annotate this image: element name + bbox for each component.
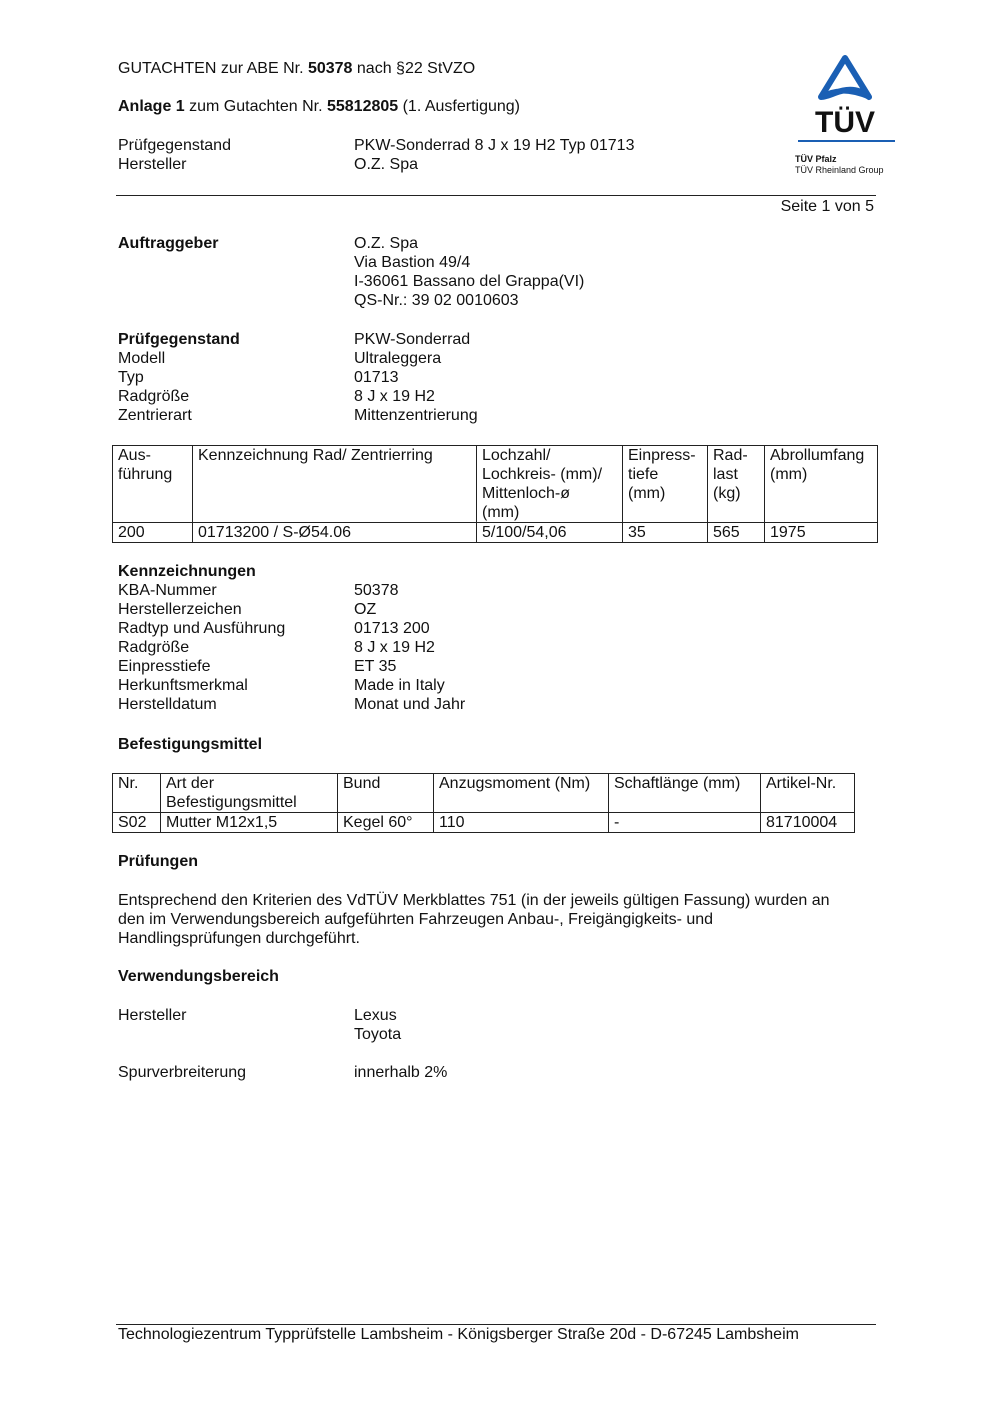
value: 50378 [354,582,399,599]
header-divider [116,195,876,196]
value: PKW-Sonderrad 8 J x 19 H2 Typ 01713 [354,137,635,154]
section-label: Auftraggeber [118,235,219,252]
value: Made in Italy [354,677,445,694]
footer-divider [116,1324,876,1325]
cell: 81710004 [760,812,855,833]
header-line-1: GUTACHTEN zur ABE Nr. 50378 nach §22 StV… [118,60,476,77]
address-line: I-36061 Bassano del Grappa(VI) [354,273,585,290]
label: Herstelldatum [118,696,217,713]
cell: S02 [112,812,161,833]
value: O.Z. Spa [354,156,419,173]
value: Mittenzentrierung [354,407,478,424]
address-line: O.Z. Spa [354,235,419,252]
manufacturer: Lexus [354,1007,397,1024]
value: PKW-Sonderrad [354,331,471,348]
address-line: Via Bastion 49/4 [354,254,471,271]
column-header: Abrollumfang (mm) [764,445,878,523]
value: 8 J x 19 H2 [354,639,435,656]
column-header: Aus- führung [112,445,193,523]
page-number: Seite 1 von 5 [780,198,874,215]
cell: 565 [707,522,765,543]
label: Hersteller [118,1007,187,1024]
cell: 01713200 / S-Ø54.06 [192,522,477,543]
column-header: Nr. [112,773,161,813]
value: innerhalb 2% [354,1064,448,1081]
section-title: Kennzeichnungen [118,563,256,580]
table-row: 200 01713200 / S-Ø54.06 5/100/54,06 35 5… [112,522,878,543]
section-title: Befestigungsmittel [118,736,263,753]
column-header: Art der Befestigungsmittel [160,773,338,813]
fastener-table: Nr. Art der Befestigungsmittel Bund Anzu… [112,773,855,833]
column-header: Bund [337,773,434,813]
label: Prüfgegenstand [118,137,231,154]
cell: 5/100/54,06 [476,522,623,543]
header-line-2: Anlage 1 zum Gutachten Nr. 55812805 (1. … [118,98,520,115]
column-header: Schaftlänge (mm) [608,773,761,813]
section-title: Verwendungsbereich [118,968,279,985]
label: Zentrierart [118,407,192,424]
column-header: Anzugsmoment (Nm) [433,773,609,813]
cell: 35 [622,522,708,543]
label: Hersteller [118,156,187,173]
label: Herkunftsmerkmal [118,677,248,694]
label: Herstellerzeichen [118,601,242,618]
column-header: Rad- last (kg) [707,445,765,523]
column-header: Lochzahl/ Lochkreis- (mm)/ Mittenloch-ø … [476,445,623,523]
value: ET 35 [354,658,397,675]
label: KBA-Nummer [118,582,217,599]
column-header: Kennzeichnung Rad/ Zentrierring [192,445,477,523]
paragraph-line: Handlingsprüfungen durchgeführt. [118,930,360,947]
wheel-table: Aus- führung Kennzeichnung Rad/ Zentrier… [112,445,878,543]
svg-text:TÜV Rheinland Group: TÜV Rheinland Group [795,165,884,175]
label: Spurverbreiterung [118,1064,247,1081]
label: Radgröße [118,639,190,656]
cell: Kegel 60° [337,812,434,833]
svg-text:TÜV: TÜV [815,106,875,139]
cell: 1975 [764,522,878,543]
value: 01713 [354,369,399,386]
paragraph-line: Entsprechend den Kriterien des VdTÜV Mer… [118,892,830,909]
value: OZ [354,601,377,618]
section-label: Prüfgegenstand [118,331,240,348]
value: Ultraleggera [354,350,442,367]
label: Einpresstiefe [118,658,211,675]
column-header: Einpress- tiefe (mm) [622,445,708,523]
cell: 200 [112,522,193,543]
label: Radgröße [118,388,190,405]
value: Monat und Jahr [354,696,466,713]
footer-text: Technologiezentrum Typprüfstelle Lambshe… [118,1326,799,1343]
section-title: Prüfungen [118,853,198,870]
paragraph-line: den im Verwendungsbereich aufgeführten F… [118,911,714,928]
label: Radtyp und Ausführung [118,620,286,637]
cell: 110 [433,812,609,833]
manufacturer: Toyota [354,1026,402,1043]
tuv-logo: TÜV TÜV Pfalz TÜV Rheinland Group [795,55,897,180]
value: 8 J x 19 H2 [354,388,435,405]
address-line: QS-Nr.: 39 02 0010603 [354,292,519,309]
table-row: S02 Mutter M12x1,5 Kegel 60° 110 - 81710… [112,812,855,833]
label: Modell [118,350,166,367]
label: Typ [118,369,144,386]
svg-text:TÜV Pfalz: TÜV Pfalz [795,154,837,164]
cell: Mutter M12x1,5 [160,812,338,833]
value: 01713 200 [354,620,430,637]
column-header: Artikel-Nr. [760,773,855,813]
cell: - [608,812,761,833]
